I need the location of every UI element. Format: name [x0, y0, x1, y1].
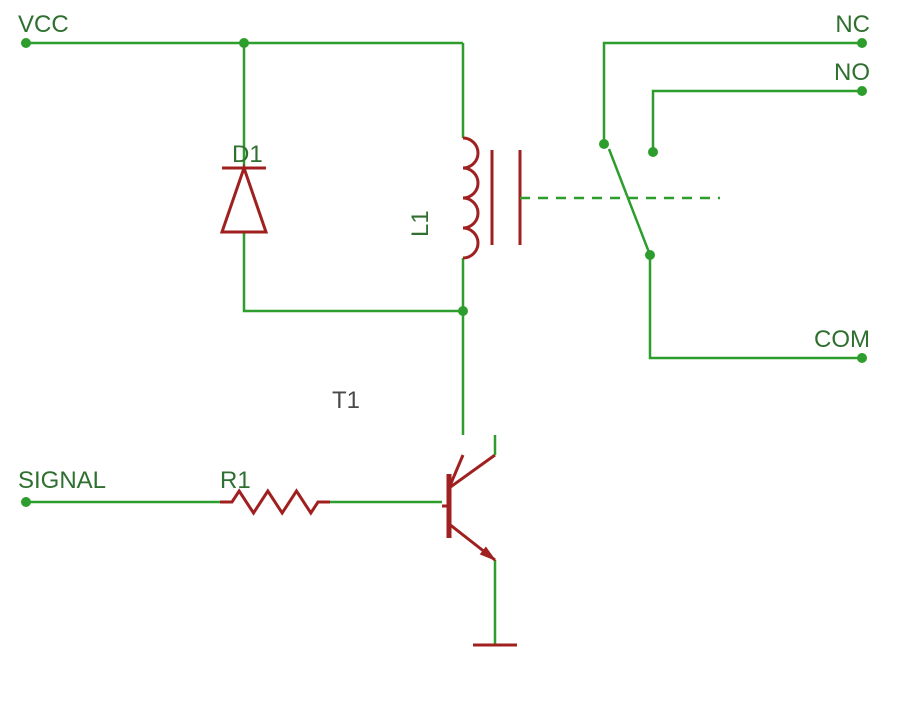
label-vcc: VCC: [18, 11, 69, 38]
inductor-l1: [463, 138, 478, 258]
wire-nc-wire: [604, 43, 862, 144]
junction-relay_com: [645, 250, 655, 260]
terminal-no: [857, 86, 867, 96]
terminal-signal: [21, 497, 31, 507]
junction-vcc_branch: [239, 38, 249, 48]
wire-switch-arm: [609, 149, 650, 255]
relay-driver-schematic: VCC SIGNAL NC NO COM D1 R1 L1 T1: [0, 0, 898, 717]
label-d1: D1: [232, 141, 263, 168]
label-nc: NC: [835, 11, 870, 38]
junction-collector_branch: [458, 306, 468, 316]
terminal-com: [857, 353, 867, 363]
terminal-vcc: [21, 38, 31, 48]
label-signal: SIGNAL: [18, 467, 106, 494]
label-t1: T1: [332, 387, 360, 414]
junction-relay_nc: [599, 139, 609, 149]
diode-d1-body: [222, 168, 266, 232]
terminal-nc: [857, 38, 867, 48]
label-com: COM: [814, 326, 870, 353]
label-l1: L1: [407, 210, 434, 237]
wire-diode-to-bottom: [244, 232, 463, 311]
label-r1: R1: [220, 467, 251, 494]
label-no: NO: [834, 59, 870, 86]
resistor-r1: [220, 491, 330, 513]
wire-no-wire: [653, 91, 862, 152]
junction-relay_no: [648, 147, 658, 157]
